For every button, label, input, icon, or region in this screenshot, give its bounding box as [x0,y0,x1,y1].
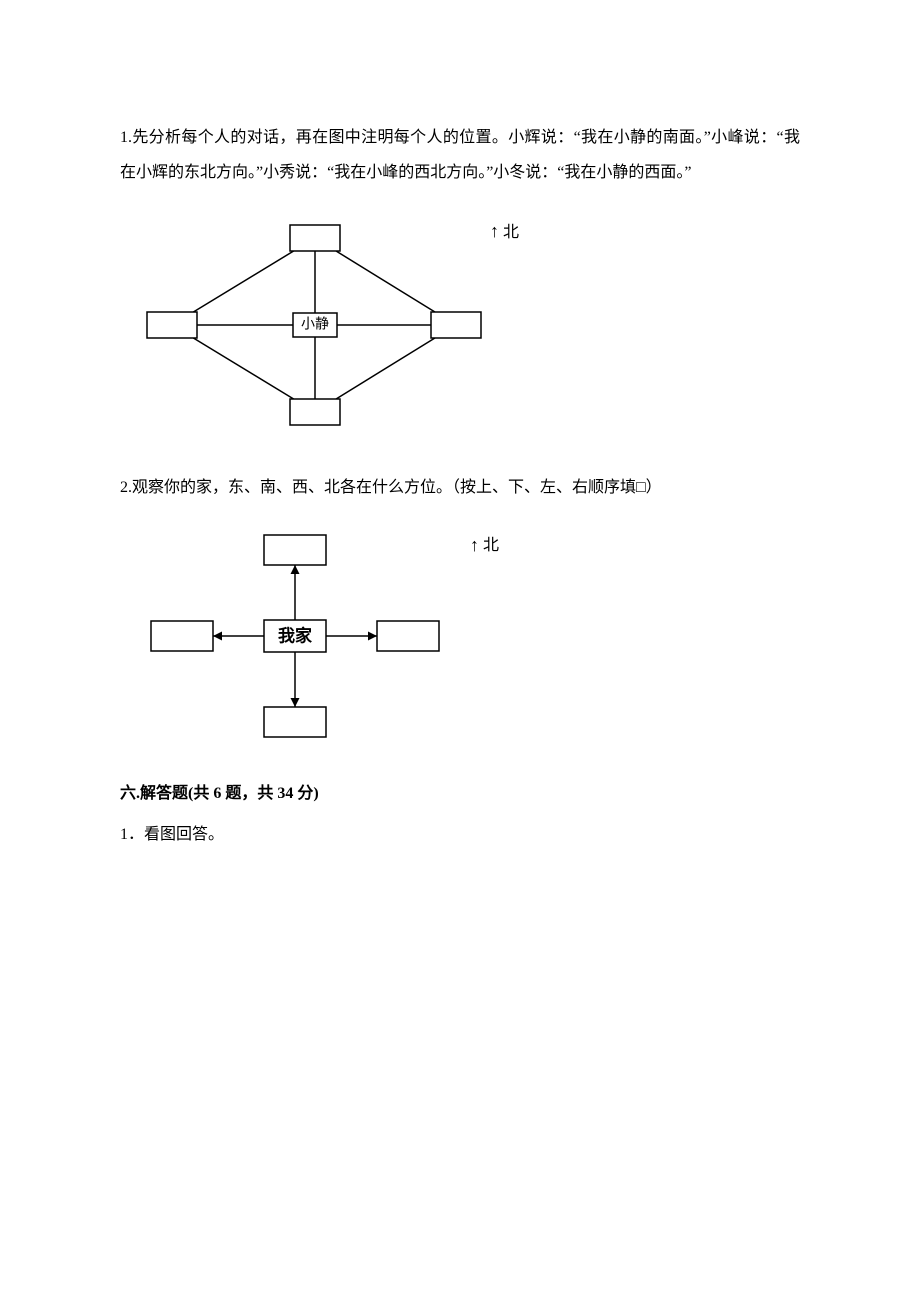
figure-2: ↑ 北 我家 [120,526,800,746]
north-indicator-1: ↑ 北 [490,212,519,252]
north-text-1: 北 [503,215,519,250]
section-6-header: 六.解答题(共 6 题，共 34 分) [120,776,800,811]
svg-text:小静: 小静 [301,317,329,333]
figure-1: ↑ 北 小静 [120,210,800,440]
arrow-up-icon: ↑ [470,526,479,566]
arrow-up-icon: ↑ [490,212,499,252]
diagram-1-svg: 小静 [120,210,520,440]
question-1-text: 1.先分析每个人的对话，再在图中注明每个人的位置。小辉说：“我在小静的南面。”小… [120,120,800,190]
section-6-item-1: 1．看图回答。 [120,817,800,852]
north-indicator-2: ↑ 北 [470,526,499,566]
question-2-text: 2.观察你的家，东、南、西、北各在什么方位。（按上、下、左、右顺序填□） [120,470,800,505]
diagram-2-svg: 我家 [120,526,520,746]
svg-text:我家: 我家 [278,625,312,645]
north-text-2: 北 [483,528,499,563]
